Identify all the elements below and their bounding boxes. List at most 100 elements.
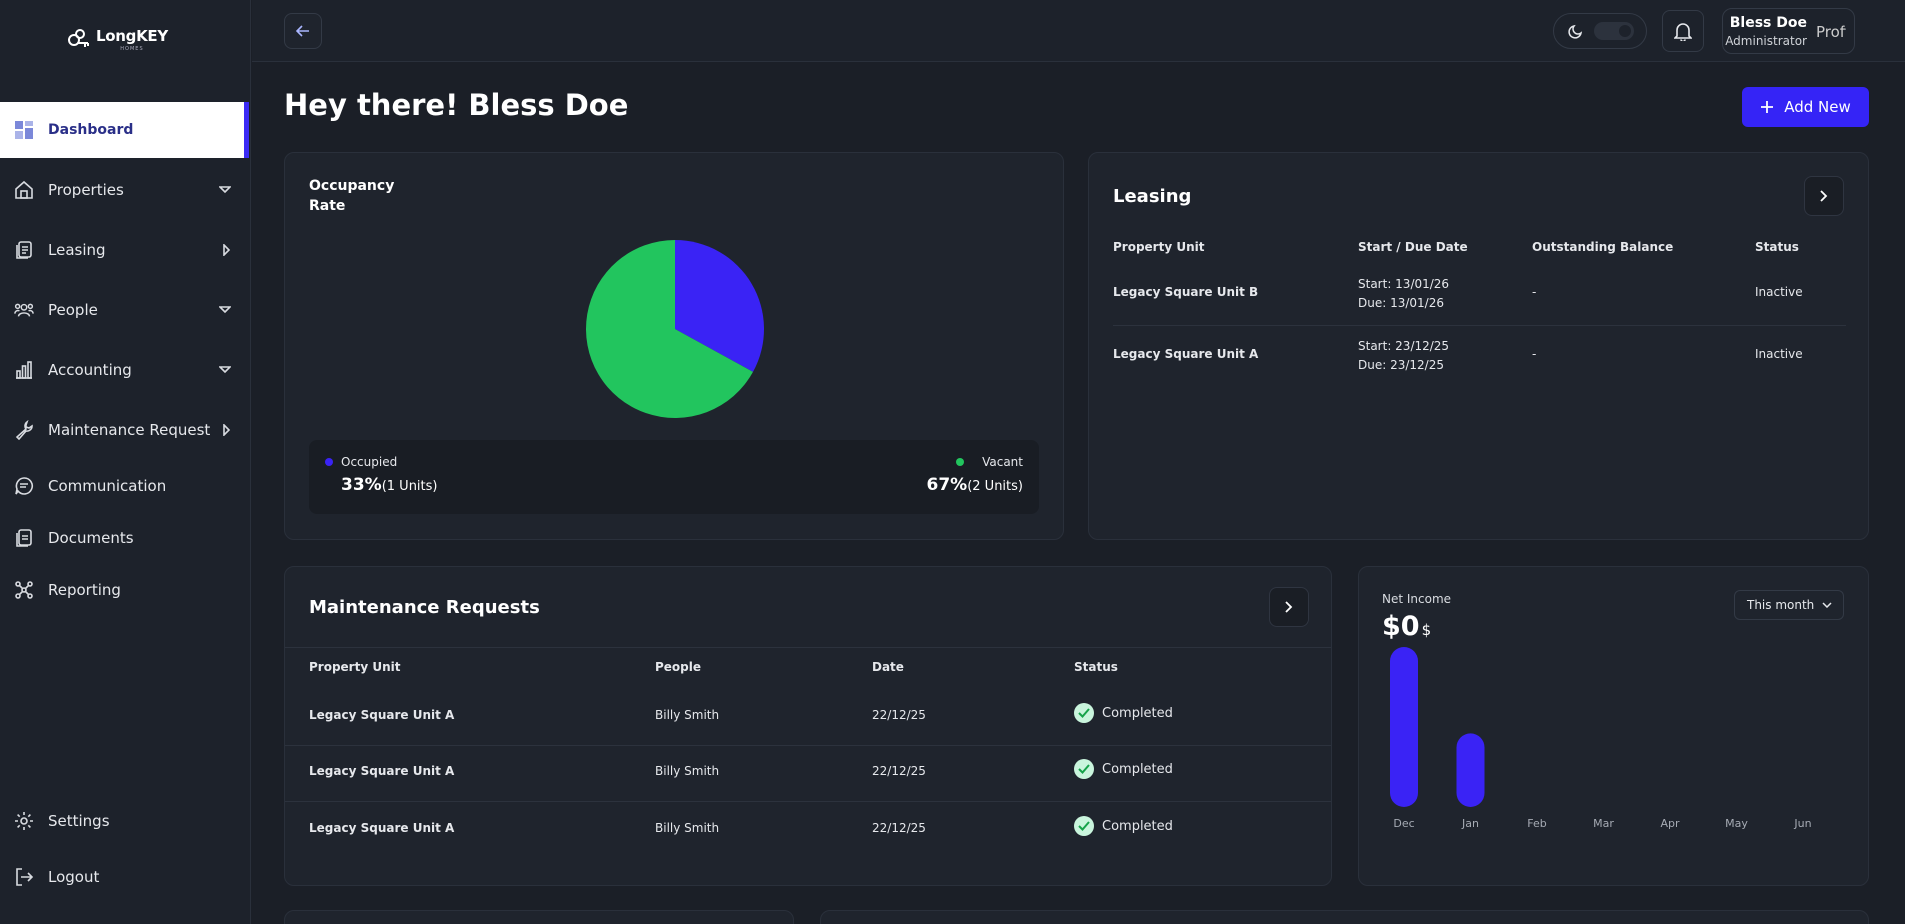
building-icon: [14, 180, 34, 200]
bar-jan[interactable]: [1456, 733, 1485, 807]
sidebar-item-label: Documents: [48, 529, 134, 547]
x-tick-label: Apr: [1660, 817, 1680, 830]
leasing-card: Leasing Property Unit Start / Due Date O…: [1088, 152, 1869, 540]
toggle-switch[interactable]: [1594, 22, 1634, 40]
chevron-down-icon: [1822, 602, 1832, 608]
leasing-due: Due: 23/12/25: [1358, 358, 1444, 372]
leasing-start: Start: 23/12/25: [1358, 339, 1450, 353]
back-button[interactable]: [284, 13, 322, 49]
maintenance-date: 22/12/25: [872, 708, 926, 722]
sidebar-item-logout[interactable]: Logout: [0, 849, 251, 905]
sidebar-item-maintenance-request[interactable]: Maintenance Request: [0, 402, 251, 458]
moon-icon: [1568, 24, 1583, 39]
theme-toggle[interactable]: [1553, 13, 1647, 49]
key-logo-icon: [68, 29, 89, 47]
chevron-right-icon: [1285, 601, 1293, 613]
leasing-view-all-button[interactable]: [1804, 176, 1844, 216]
maintenance-people: Billy Smith: [655, 821, 720, 835]
document-stack-icon: [14, 240, 34, 260]
bar-dec[interactable]: [1390, 647, 1418, 807]
occupancy-card: Occupancy Rate Occupied 33%(1 Units) Vac…: [284, 152, 1064, 540]
row-divider: [285, 745, 1331, 746]
x-tick-label: May: [1725, 817, 1748, 830]
maintenance-people: Billy Smith: [655, 708, 720, 722]
user-menu[interactable]: Bless Doe Administrator Profi: [1722, 8, 1855, 54]
vacant-pct: 67%: [926, 475, 968, 495]
bell-icon: [1674, 23, 1692, 41]
pie-slice-vacant[interactable]: [586, 240, 753, 418]
page-title: Hey there! Bless Doe: [284, 88, 629, 122]
maintenance-people: Billy Smith: [655, 764, 720, 778]
sidebar-item-label: Maintenance Request: [48, 421, 211, 439]
wrench-icon: [14, 420, 34, 440]
avatar[interactable]: Profi: [1816, 23, 1846, 41]
legend-occupied: Occupied 33%(1 Units): [325, 455, 438, 495]
arrow-left-icon: [296, 25, 309, 37]
net-income-value: $0 $: [1382, 611, 1431, 642]
add-new-button[interactable]: Add New: [1742, 87, 1869, 127]
leasing-due: Due: 13/01/26: [1358, 296, 1444, 310]
bar-chart-icon: [14, 360, 34, 380]
maintenance-view-all-button[interactable]: [1269, 587, 1309, 627]
leasing-balance: -: [1532, 285, 1537, 299]
status-badge: Completed: [1074, 759, 1173, 779]
leasing-header-status: Status: [1755, 240, 1799, 254]
maintenance-header-date: Date: [872, 660, 904, 674]
brand-name: LongKEY: [96, 27, 168, 45]
vacant-dot: [956, 458, 965, 466]
sidebar-item-settings[interactable]: Settings: [0, 793, 251, 849]
brand-sub: HOMES: [120, 46, 144, 52]
maintenance-title: Maintenance Requests: [309, 597, 540, 618]
chevron-down-icon: [219, 366, 231, 374]
maintenance-unit: Legacy Square Unit A: [309, 708, 455, 722]
leasing-status: Inactive: [1755, 347, 1803, 361]
legend-occupied-label: Occupied: [341, 455, 398, 469]
row-divider: [1113, 325, 1846, 326]
occupied-pct: 33%: [341, 475, 382, 495]
pie-slice-occupied[interactable]: [675, 240, 764, 372]
sidebar-item-reporting[interactable]: Reporting: [0, 562, 251, 618]
sidebar-item-properties[interactable]: Properties: [0, 162, 251, 218]
sidebar-item-communication[interactable]: Communication: [0, 458, 251, 514]
chevron-right-icon: [223, 244, 231, 256]
sidebar-item-accounting[interactable]: Accounting: [0, 342, 251, 398]
brand-logo[interactable]: LongKEY HOMES: [66, 26, 168, 52]
status-badge: Completed: [1074, 816, 1173, 836]
sidebar-item-label: Settings: [48, 812, 110, 830]
maintenance-header-status: Status: [1074, 660, 1118, 674]
net-income-amount: $0: [1382, 611, 1420, 642]
notifications-button[interactable]: [1662, 10, 1704, 52]
status-badge: Completed: [1074, 703, 1173, 723]
bottom-card-right: [820, 910, 1869, 924]
net-income-label: Net Income: [1382, 592, 1452, 606]
occupancy-pie-chart: [586, 240, 764, 418]
header-divider: [285, 647, 1331, 648]
chevron-down-icon: [219, 306, 231, 314]
vacant-units: (2 Units): [967, 479, 1023, 494]
dashboard-icon: [14, 120, 34, 140]
period-select[interactable]: This month: [1734, 590, 1844, 620]
net-income-currency: $: [1421, 621, 1432, 639]
documents-icon: [14, 528, 34, 548]
sidebar-item-dashboard[interactable]: Dashboard: [0, 102, 249, 158]
period-label: This month: [1747, 598, 1815, 612]
chevron-down-icon: [219, 186, 231, 194]
bottom-card-left: [284, 910, 794, 924]
sidebar-item-documents[interactable]: Documents: [0, 510, 251, 566]
x-tick-label: Dec: [1393, 817, 1414, 830]
topbar: Bless Doe Administrator Profi: [252, 0, 1905, 62]
leasing-status: Inactive: [1755, 285, 1803, 299]
status-label: Completed: [1102, 705, 1173, 721]
chat-icon: [14, 476, 34, 496]
occupied-dot: [325, 458, 333, 466]
leasing-header-dates: Start / Due Date: [1358, 240, 1468, 254]
sidebar-item-label: Accounting: [48, 361, 132, 379]
sidebar-item-people[interactable]: People: [0, 282, 251, 338]
x-tick-label: Mar: [1593, 817, 1614, 830]
sidebar-item-label: People: [48, 301, 98, 319]
leasing-title: Leasing: [1113, 186, 1192, 207]
sidebar-item-label: Leasing: [48, 241, 106, 259]
sidebar-item-leasing[interactable]: Leasing: [0, 222, 251, 278]
occupied-units: (1 Units): [381, 479, 438, 494]
x-tick-label: Feb: [1527, 817, 1546, 830]
